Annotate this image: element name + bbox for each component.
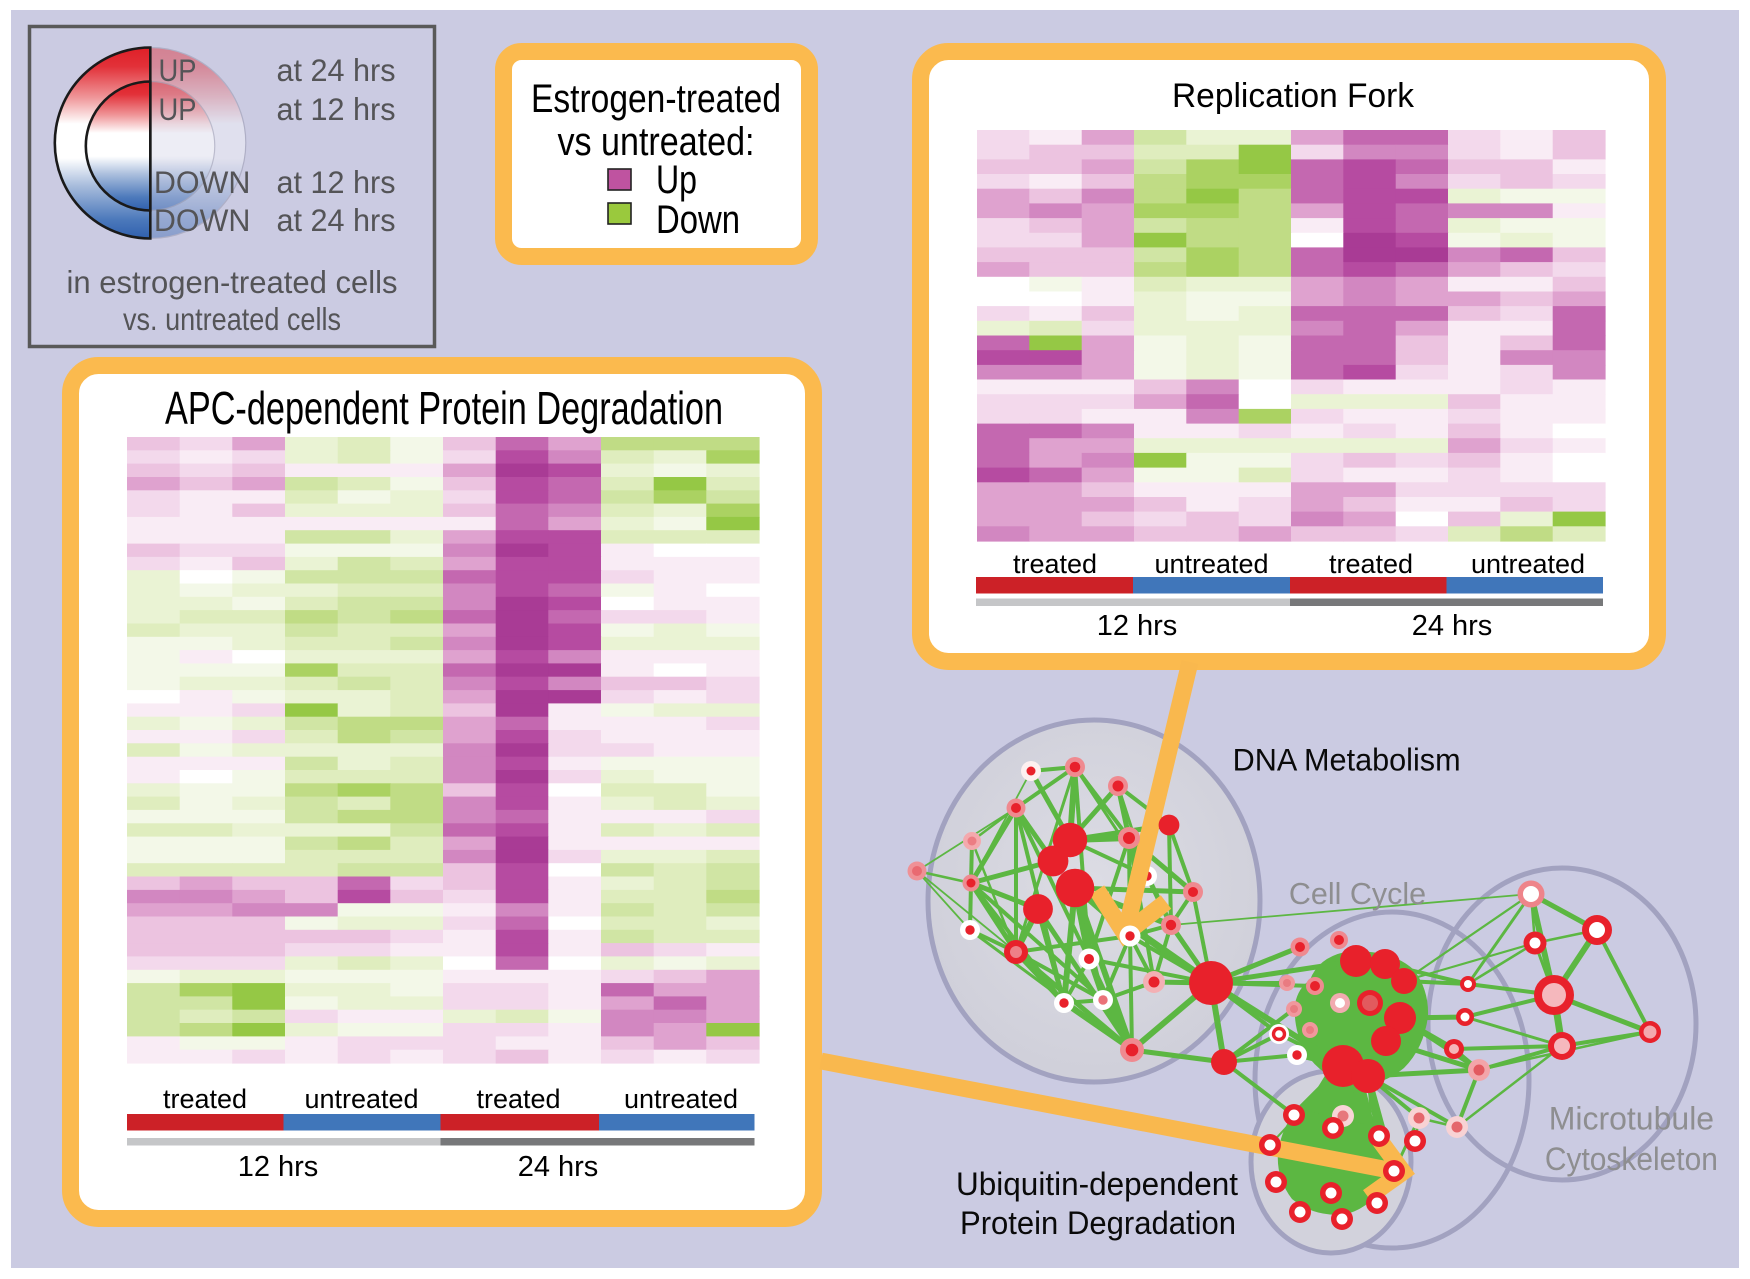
svg-text:DOWN: DOWN [154, 164, 251, 200]
svg-text:at 12 hrs: at 12 hrs [277, 91, 396, 127]
svg-text:24 hrs: 24 hrs [518, 1151, 599, 1183]
svg-text:Cytoskeleton: Cytoskeleton [1545, 1141, 1718, 1177]
svg-text:APC-dependent Protein Degradat: APC-dependent Protein Degradation [165, 382, 723, 434]
svg-text:at 24 hrs: at 24 hrs [277, 202, 396, 238]
svg-text:at 12 hrs: at 12 hrs [277, 164, 396, 200]
svg-text:UP: UP [159, 91, 197, 127]
svg-text:at 24 hrs: at 24 hrs [277, 52, 396, 88]
svg-text:12 hrs: 12 hrs [1097, 610, 1178, 642]
svg-text:DNA Metabolism: DNA Metabolism [1233, 742, 1461, 778]
svg-text:Replication Fork: Replication Fork [1172, 77, 1415, 115]
svg-text:Down: Down [656, 198, 740, 242]
svg-text:treated: treated [476, 1084, 560, 1114]
svg-text:Up: Up [656, 158, 697, 202]
svg-text:treated: treated [1329, 549, 1413, 579]
svg-text:DOWN: DOWN [154, 202, 251, 238]
svg-text:Estrogen-treated: Estrogen-treated [531, 77, 781, 121]
svg-text:Microtubule: Microtubule [1549, 1101, 1714, 1137]
svg-text:untreated: untreated [1154, 549, 1268, 579]
svg-text:24 hrs: 24 hrs [1412, 610, 1493, 642]
svg-text:untreated: untreated [304, 1084, 418, 1114]
svg-text:vs. untreated cells: vs. untreated cells [123, 301, 341, 337]
svg-text:vs untreated:: vs untreated: [558, 120, 755, 164]
svg-text:treated: treated [1013, 549, 1097, 579]
svg-text:in estrogen-treated cells: in estrogen-treated cells [67, 264, 398, 300]
svg-text:Protein Degradation: Protein Degradation [960, 1205, 1236, 1241]
svg-text:untreated: untreated [624, 1084, 738, 1114]
svg-text:Ubiquitin-dependent: Ubiquitin-dependent [956, 1166, 1238, 1202]
svg-text:treated: treated [163, 1084, 247, 1114]
svg-text:Cell Cycle: Cell Cycle [1289, 877, 1426, 911]
svg-text:UP: UP [159, 52, 197, 88]
svg-text:untreated: untreated [1471, 549, 1585, 579]
svg-text:12 hrs: 12 hrs [238, 1151, 319, 1183]
